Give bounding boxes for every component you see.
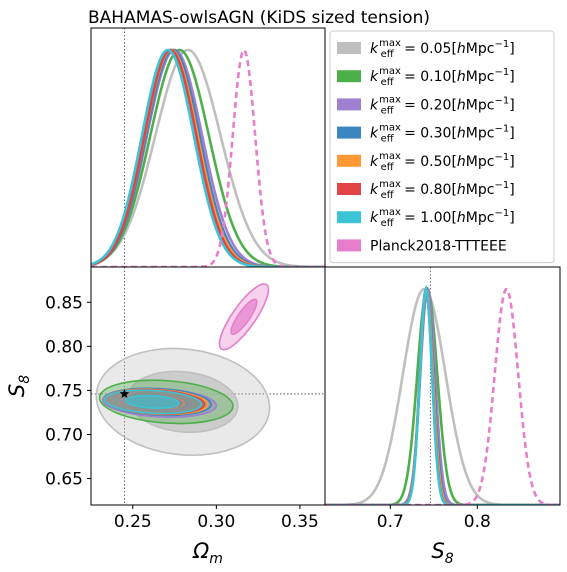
x-axis-title-s8: S8 bbox=[431, 539, 453, 567]
y-tick-label-s8: 0.85 bbox=[45, 293, 83, 313]
legend-label: kmax eff = 0.30[hMpc−1] bbox=[370, 123, 515, 145]
legend-entry: kmax eff = 0.80[hMpc−1] bbox=[337, 179, 515, 201]
legend-label: kmax eff = 0.05[hMpc−1] bbox=[370, 38, 515, 60]
legend-label: kmax eff = 0.10[hMpc−1] bbox=[370, 66, 515, 88]
legend: kmax eff = 0.05[hMpc−1] kmax eff = 0.10[hMp… bbox=[329, 30, 555, 264]
s8-curve-0-20 bbox=[325, 287, 560, 505]
omega-m-marginal-panel bbox=[90, 27, 326, 268]
x-tick-label-s8-diag: 0.8 bbox=[464, 512, 491, 532]
omega-m-s8-contour-panel bbox=[90, 266, 326, 506]
y-axis-title-s8: S8 bbox=[5, 375, 33, 397]
legend-swatch bbox=[337, 211, 361, 224]
y-tick-label-s8: 0.65 bbox=[45, 470, 83, 490]
legend-entry: kmax eff = 0.05[hMpc−1] bbox=[337, 38, 515, 60]
fiducial-star-icon bbox=[119, 388, 130, 398]
contour-68-1-00 bbox=[125, 394, 181, 409]
legend-entry: kmax eff = 0.30[hMpc−1] bbox=[337, 123, 515, 145]
contour-68-planck2018-ttteee bbox=[230, 298, 258, 336]
omega-m-curve-0-05 bbox=[91, 48, 325, 267]
legend-label: kmax eff = 1.00[hMpc−1] bbox=[370, 207, 515, 229]
legend-swatch bbox=[337, 42, 361, 54]
legend-entry: kmax eff = 0.50[hMpc−1] bbox=[337, 151, 515, 173]
x-tick-label-omega-m: 0.30 bbox=[197, 512, 235, 532]
s8-curve-0-10 bbox=[325, 286, 560, 505]
legend-entry: kmax eff = 0.20[hMpc−1] bbox=[337, 94, 515, 116]
legend-entry: kmax eff = 0.10[hMpc−1] bbox=[337, 66, 515, 88]
y-tick-label-s8: 0.80 bbox=[45, 337, 83, 357]
y-tick-label-s8: 0.75 bbox=[45, 381, 83, 401]
legend-label: kmax eff = 0.50[hMpc−1] bbox=[370, 151, 515, 173]
legend-label: Planck2018-TTTEEE bbox=[370, 238, 507, 254]
legend-entry: Planck2018-TTTEEE bbox=[337, 238, 507, 254]
legend-swatch bbox=[337, 154, 361, 167]
s8-marginal-frame bbox=[324, 266, 561, 506]
x-axis-title-omega-m: Ωm bbox=[192, 539, 223, 567]
legend-frame bbox=[329, 30, 555, 264]
x-tick-label-omega-m: 0.35 bbox=[281, 512, 319, 532]
legend-label: kmax eff = 0.80[hMpc−1] bbox=[370, 179, 515, 201]
legend-swatch bbox=[337, 126, 361, 139]
s8-marginal-panel bbox=[324, 266, 561, 506]
legend-label: kmax eff = 0.20[hMpc−1] bbox=[370, 94, 515, 116]
omega-m-curve-0-20 bbox=[91, 48, 325, 267]
legend-entry: kmax eff = 1.00[hMpc−1] bbox=[337, 207, 515, 229]
s8-curve-1-00 bbox=[325, 284, 560, 505]
axis-labels: 0.25 0.30 0.35 0.65 0.70 0.75 0.80 0.85 0.7 0.8 Ωm… bbox=[5, 293, 491, 567]
legend-swatch bbox=[337, 70, 361, 83]
y-tick-label-s8: 0.70 bbox=[45, 425, 83, 445]
x-tick-label-s8-diag: 0.7 bbox=[377, 512, 404, 532]
legend-swatch bbox=[337, 239, 361, 252]
x-tick-label-omega-m: 0.25 bbox=[114, 512, 152, 532]
legend-swatch bbox=[337, 98, 361, 111]
s8-curve-planck2018-ttteee bbox=[325, 287, 560, 505]
legend-swatch bbox=[337, 183, 361, 195]
figure-title: BAHAMAS-owlsAGN (KiDS sized tension) bbox=[88, 8, 430, 28]
